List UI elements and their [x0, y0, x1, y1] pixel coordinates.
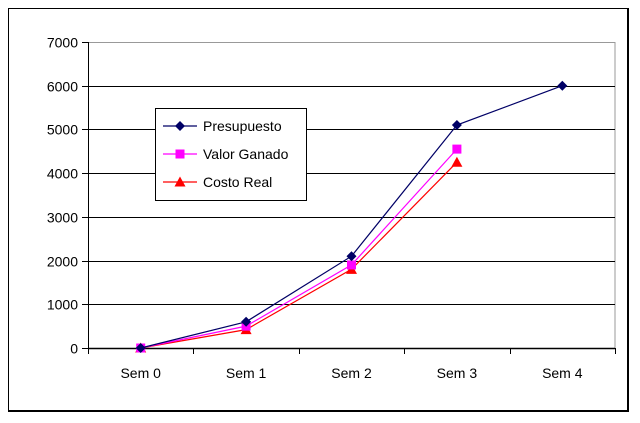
- y-tick-label: 1000: [47, 297, 78, 313]
- data-point-diamond-icon: [241, 316, 252, 327]
- legend-item-presupuesto: Presupuesto: [163, 118, 282, 134]
- data-point-diamond-icon: [346, 251, 357, 262]
- x-tick-label: Sem 1: [226, 365, 267, 381]
- legend-triangle-icon: [174, 176, 186, 187]
- data-point-triangle-icon: [451, 156, 463, 167]
- x-tick-label: Sem 3: [437, 365, 478, 381]
- y-tick-label: 0: [70, 341, 78, 357]
- x-tick-label: Sem 4: [542, 365, 583, 381]
- legend-label: Valor Ganado: [203, 146, 289, 162]
- y-tick-label: 5000: [47, 122, 78, 138]
- legend-item-valor-ganado: Valor Ganado: [163, 146, 289, 162]
- legend-item-costo-real: Costo Real: [163, 174, 272, 190]
- y-tick-label: 3000: [47, 210, 78, 226]
- y-tick-label: 2000: [47, 254, 78, 270]
- y-tick-label: 4000: [47, 166, 78, 182]
- series-presupuesto: [135, 80, 568, 353]
- data-point-square-icon: [452, 144, 462, 154]
- x-tick-label: Sem 2: [331, 365, 372, 381]
- data-point-diamond-icon: [557, 80, 568, 91]
- y-tick-label: 7000: [47, 35, 78, 51]
- x-axis-tick-labels: Sem 0 Sem 1 Sem 2 Sem 3 Sem 4: [120, 365, 582, 381]
- legend-diamond-icon: [175, 121, 185, 131]
- data-series: [135, 80, 568, 353]
- chart-frame: [8, 8, 629, 412]
- axes: [82, 42, 616, 354]
- legend-square-icon: [175, 149, 185, 159]
- series-line: [140, 161, 458, 349]
- data-point-square-icon: [347, 260, 356, 270]
- series-line: [140, 148, 458, 349]
- x-tick-label: Sem 0: [120, 365, 161, 381]
- y-tick-label: 6000: [47, 79, 78, 95]
- data-point-diamond-icon: [135, 343, 146, 353]
- legend-label: Costo Real: [203, 174, 272, 190]
- data-point-diamond-icon: [451, 120, 462, 131]
- legend-label: Presupuesto: [203, 118, 282, 134]
- y-axis-tick-labels: 0 1000 2000 3000 4000 5000 6000 7000: [47, 35, 78, 357]
- legend: Presupuesto Valor Ganado Costo Real: [155, 108, 307, 201]
